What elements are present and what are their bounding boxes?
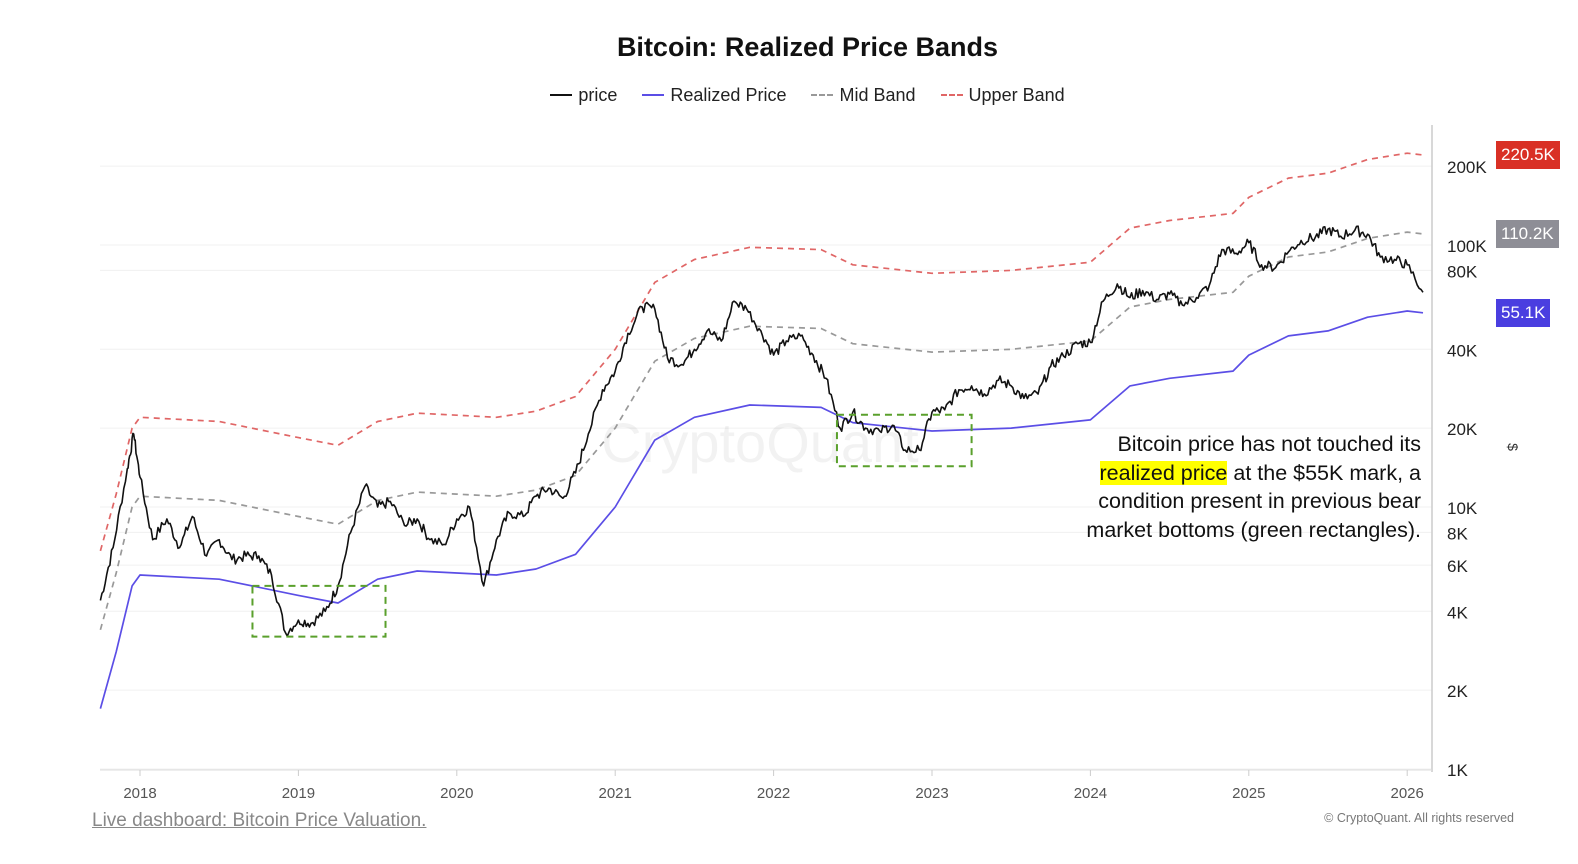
bear-bottom-rectangle <box>251 584 387 638</box>
legend-label: Realized Price <box>670 84 787 105</box>
annotation-text-part: at the $55K mark, a <box>1227 460 1421 485</box>
mid-band-value-badge: 110.2K <box>1496 219 1559 248</box>
y-tick-label: 40K <box>1447 341 1478 360</box>
live-dashboard-link[interactable]: Live dashboard: Bitcoin Price Valuation. <box>92 810 427 831</box>
y-tick-label: 1K <box>1447 761 1468 780</box>
bear-bottom-rectangle <box>835 413 973 468</box>
x-tick-label: 2020 <box>440 785 473 802</box>
y-tick-label: 80K <box>1447 262 1478 281</box>
upper-band-value-badge: 220.5K <box>1496 141 1560 170</box>
y-tick-label: 2K <box>1447 682 1468 701</box>
x-tick-label: 2024 <box>1074 785 1107 802</box>
x-tick-label: 2019 <box>282 785 315 802</box>
legend-item-upper-band[interactable]: Upper Band <box>940 84 1065 106</box>
legend-item-mid-band[interactable]: Mid Band <box>811 84 916 106</box>
y-tick-label: 6K <box>1447 557 1468 576</box>
y-tick-label: 8K <box>1447 524 1468 543</box>
series-line-realized-price <box>99 310 1424 709</box>
legend-item-price[interactable]: price <box>550 85 617 106</box>
legend-label: price <box>578 84 618 105</box>
series-line-mid-band <box>99 231 1424 631</box>
annotation-line: realized price at the $55K mark, a <box>1086 459 1421 488</box>
highlighted-text: realized price <box>1099 460 1228 485</box>
y-axis-label: $ <box>1505 443 1521 451</box>
legend-label: Upper Band <box>968 84 1065 105</box>
x-tick-label: 2018 <box>123 785 156 802</box>
x-tick-label: 2025 <box>1232 785 1265 802</box>
legend-label: Mid Band <box>839 84 916 105</box>
series-line-upper-band <box>99 152 1424 552</box>
legend: price Realized Price Mid Band Upper Band <box>0 80 1578 106</box>
series-line-price <box>99 225 1424 638</box>
realized-price-value-badge: 55.1K <box>1496 298 1551 327</box>
annotation-line: condition present in previous bear <box>1098 489 1421 513</box>
x-tick-label: 2022 <box>757 785 790 802</box>
y-tick-label: 10K <box>1447 499 1478 518</box>
y-tick-label: 100K <box>1447 237 1487 256</box>
y-tick-label: 4K <box>1447 603 1468 622</box>
annotation-line: market bottoms (green rectangles). <box>1086 517 1421 542</box>
x-tick-label: 2021 <box>599 785 632 802</box>
annotation-text: Bitcoin price has not touched its realiz… <box>1086 430 1421 544</box>
x-tick-label: 2023 <box>915 785 948 802</box>
legend-item-realized-price[interactable]: Realized Price <box>642 85 786 106</box>
y-tick-label: 20K <box>1447 420 1478 439</box>
x-tick-label: 2026 <box>1391 785 1424 802</box>
copyright: © CryptoQuant. All rights reserved <box>1324 811 1514 825</box>
y-tick-label: 200K <box>1447 158 1487 177</box>
chart-title: Bitcoin: Realized Price Bands <box>616 32 999 62</box>
watermark: CryptoQuant <box>601 411 919 474</box>
annotation-line: Bitcoin price has not touched its <box>1117 432 1421 456</box>
